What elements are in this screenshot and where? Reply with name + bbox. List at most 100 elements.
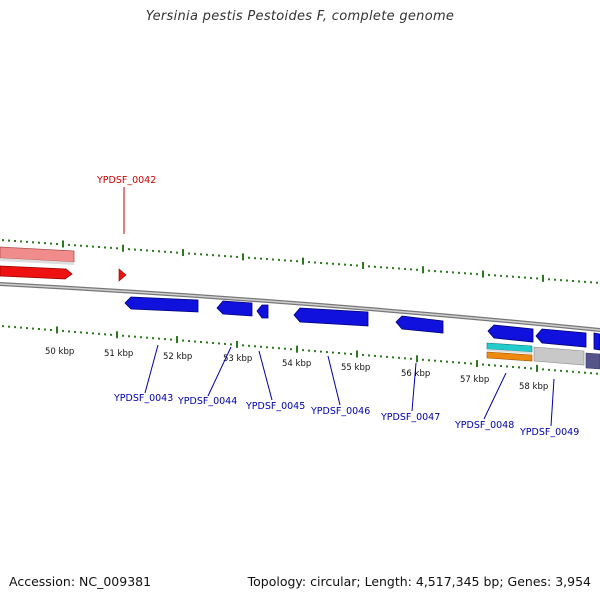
minor-tick xyxy=(50,242,52,245)
minor-tick xyxy=(392,267,394,270)
gene-label-ypdsf-0048[interactable]: YPDSF_0048 xyxy=(454,420,514,431)
major-tick xyxy=(242,253,244,261)
minor-tick xyxy=(368,265,370,268)
minor-tick xyxy=(134,248,136,251)
gene-label-ypdsf-0047[interactable]: YPDSF_0047 xyxy=(380,412,440,423)
minor-tick xyxy=(278,258,280,261)
label-leader-line xyxy=(258,350,273,401)
minor-tick xyxy=(494,274,496,277)
major-tick xyxy=(182,249,184,257)
scale-label: 53 kbp xyxy=(223,354,252,364)
major-tick xyxy=(356,350,358,358)
minor-tick xyxy=(296,260,298,263)
minor-tick xyxy=(8,239,10,242)
minor-tick xyxy=(446,270,448,273)
minor-tick xyxy=(242,344,244,347)
gene-label-ypdsf-0043[interactable]: YPDSF_0043 xyxy=(113,393,173,404)
minor-tick xyxy=(2,239,4,242)
minor-tick xyxy=(74,244,76,247)
major-tick xyxy=(416,355,418,363)
minor-tick xyxy=(284,259,286,262)
minor-tick xyxy=(524,276,526,279)
slate-feature[interactable] xyxy=(585,352,600,370)
minor-tick xyxy=(404,267,406,270)
minor-tick xyxy=(548,278,550,281)
minor-tick xyxy=(74,330,76,333)
minor-tick xyxy=(98,332,100,335)
gene-label-ypdsf-0049[interactable]: YPDSF_0049 xyxy=(519,427,579,438)
minor-tick xyxy=(260,257,262,260)
minor-tick xyxy=(326,351,328,354)
minor-tick xyxy=(530,276,532,279)
gene-feature-small[interactable] xyxy=(118,268,127,282)
minor-tick xyxy=(200,341,202,343)
minor-tick xyxy=(182,339,184,342)
reverse-strand-features xyxy=(124,296,600,370)
minor-tick xyxy=(344,352,346,355)
minor-tick xyxy=(350,264,352,267)
minor-tick xyxy=(104,246,106,249)
minor-tick xyxy=(56,243,58,246)
minor-tick xyxy=(458,361,460,364)
minor-tick xyxy=(590,372,592,375)
minor-tick xyxy=(320,350,322,353)
orange-feature[interactable] xyxy=(486,351,533,362)
minor-tick xyxy=(320,261,322,264)
minor-tick xyxy=(530,367,532,370)
label-leader-line xyxy=(327,355,341,406)
gene-label-ypdsf-0042[interactable]: YPDSF_0042 xyxy=(96,175,156,186)
minor-tick xyxy=(260,345,262,348)
minor-tick xyxy=(92,332,94,335)
minor-tick xyxy=(218,254,220,257)
gene-feature-ypdsf-0043[interactable] xyxy=(124,296,199,313)
major-tick xyxy=(302,257,304,265)
gene-feature-ypdsf-0047[interactable] xyxy=(395,315,444,334)
minor-tick xyxy=(140,249,142,252)
gene-feature-ypdsf-0046[interactable] xyxy=(293,307,369,327)
minor-tick xyxy=(14,326,16,329)
minor-tick xyxy=(464,362,466,365)
gene-feature-ypdsf-0042[interactable] xyxy=(0,265,73,280)
major-tick xyxy=(296,345,298,353)
minor-tick xyxy=(230,343,232,346)
major-tick xyxy=(236,340,238,348)
minor-tick xyxy=(554,369,556,372)
minor-tick xyxy=(344,263,346,266)
gene-feature-ypdsf-0048a[interactable] xyxy=(487,324,534,343)
scale-label: 57 kbp xyxy=(460,375,489,385)
minor-tick xyxy=(302,349,304,352)
gene-label-ypdsf-0045[interactable]: YPDSF_0045 xyxy=(245,401,305,412)
gene-feature-ypdsf-0049a[interactable] xyxy=(535,328,587,348)
gene-feature-edge[interactable] xyxy=(593,332,600,351)
major-tick xyxy=(482,270,484,278)
minor-tick xyxy=(266,346,268,349)
minor-tick xyxy=(104,333,106,336)
minor-tick xyxy=(308,261,310,264)
upper-tick-ring xyxy=(2,239,598,284)
minor-tick xyxy=(404,357,406,360)
major-tick xyxy=(62,240,64,248)
major-tick xyxy=(536,364,538,372)
minor-tick xyxy=(38,328,40,331)
minor-tick xyxy=(116,247,118,250)
gene-label-ypdsf-0046[interactable]: YPDSF_0046 xyxy=(310,406,370,417)
gene-feature-ypdsf-0044[interactable] xyxy=(216,300,253,317)
minor-tick xyxy=(248,344,250,347)
minor-tick xyxy=(38,241,40,244)
gene-label-ypdsf-0044[interactable]: YPDSF_0044 xyxy=(177,396,237,407)
minor-tick xyxy=(392,356,394,359)
label-leader-line xyxy=(483,372,507,420)
genome-backbone xyxy=(0,282,600,332)
minor-tick xyxy=(146,336,148,339)
grey-feature[interactable] xyxy=(533,346,585,366)
minor-tick xyxy=(476,273,478,276)
minor-tick xyxy=(572,370,574,373)
minor-tick xyxy=(8,325,10,328)
scale-label: 56 kbp xyxy=(401,369,430,379)
minor-tick xyxy=(428,359,430,362)
minor-tick xyxy=(206,341,208,344)
minor-tick xyxy=(158,250,160,253)
minor-tick xyxy=(110,246,112,249)
gene-feature-ypdsf-0045[interactable] xyxy=(256,304,269,319)
minor-tick xyxy=(188,252,190,255)
